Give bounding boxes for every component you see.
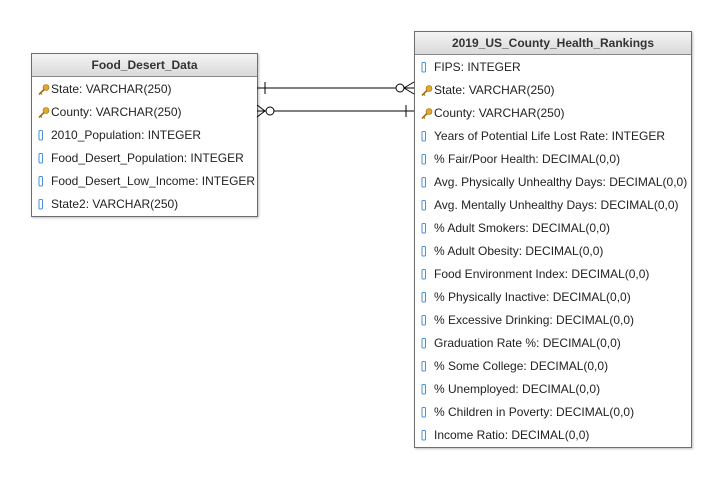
field-label: % Adult Obesity: DECIMAL(0,0) <box>434 244 604 258</box>
column-icon <box>421 240 433 263</box>
field-row[interactable]: County: VARCHAR(250) <box>415 102 691 125</box>
field-label: Food_Desert_Low_Income: INTEGER <box>51 174 256 188</box>
field-row[interactable]: Avg. Mentally Unhealthy Days: DECIMAL(0,… <box>415 194 691 217</box>
column-icon <box>38 170 50 193</box>
crowfoot-mark <box>256 110 266 118</box>
field-row[interactable]: State2: VARCHAR(250) <box>32 193 257 216</box>
field-row[interactable]: Income Ratio: DECIMAL(0,0) <box>415 424 691 447</box>
field-row[interactable]: % Adult Smokers: DECIMAL(0,0) <box>415 217 691 240</box>
column-icon <box>421 286 433 309</box>
crowfoot-mark <box>403 87 415 95</box>
column-icon <box>421 378 433 401</box>
entity-2019-us-county-health-rankings[interactable]: 2019_US_County_Health_Rankings FIPS: INT… <box>414 31 692 448</box>
crowfoot-mark <box>256 104 266 112</box>
field-row[interactable]: % Fair/Poor Health: DECIMAL(0,0) <box>415 148 691 171</box>
key-icon <box>421 102 433 125</box>
field-row[interactable]: Food_Desert_Population: INTEGER <box>32 147 257 170</box>
field-row[interactable]: State: VARCHAR(250) <box>415 79 691 102</box>
field-row[interactable]: % Adult Obesity: DECIMAL(0,0) <box>415 240 691 263</box>
column-icon <box>421 401 433 424</box>
field-row[interactable]: % Some College: DECIMAL(0,0) <box>415 355 691 378</box>
field-row[interactable]: Avg. Physically Unhealthy Days: DECIMAL(… <box>415 171 691 194</box>
entity-title: Food_Desert_Data <box>32 54 257 77</box>
field-row[interactable]: % Excessive Drinking: DECIMAL(0,0) <box>415 309 691 332</box>
key-icon <box>421 79 433 102</box>
field-label: Years of Potential Life Lost Rate: INTEG… <box>434 129 666 143</box>
field-label: Graduation Rate %: DECIMAL(0,0) <box>434 336 621 350</box>
field-label: % Fair/Poor Health: DECIMAL(0,0) <box>434 152 621 166</box>
key-icon <box>38 101 50 124</box>
field-label: FIPS: INTEGER <box>434 60 521 74</box>
column-icon <box>421 171 433 194</box>
field-label: State2: VARCHAR(250) <box>51 197 179 211</box>
field-label: % Adult Smokers: DECIMAL(0,0) <box>434 221 611 235</box>
field-label: % Unemployed: DECIMAL(0,0) <box>434 382 601 396</box>
field-label: State: VARCHAR(250) <box>51 82 172 96</box>
column-icon <box>421 194 433 217</box>
field-label: County: VARCHAR(250) <box>434 106 565 120</box>
column-icon <box>421 263 433 286</box>
field-row[interactable]: County: VARCHAR(250) <box>32 101 257 124</box>
field-label: % Children in Poverty: DECIMAL(0,0) <box>434 405 635 419</box>
field-row[interactable]: 2010_Population: INTEGER <box>32 124 257 147</box>
field-label: % Excessive Drinking: DECIMAL(0,0) <box>434 313 635 327</box>
cardinality-zero-mark <box>265 106 275 116</box>
column-icon <box>421 125 433 148</box>
field-row[interactable]: Years of Potential Life Lost Rate: INTEG… <box>415 125 691 148</box>
column-icon <box>421 309 433 332</box>
field-row[interactable]: % Children in Poverty: DECIMAL(0,0) <box>415 401 691 424</box>
field-row[interactable]: FIPS: INTEGER <box>415 56 691 79</box>
field-label: Avg. Mentally Unhealthy Days: DECIMAL(0,… <box>434 198 679 212</box>
column-icon <box>38 193 50 216</box>
field-row[interactable]: Graduation Rate %: DECIMAL(0,0) <box>415 332 691 355</box>
field-row[interactable]: Food_Desert_Low_Income: INTEGER <box>32 170 257 193</box>
column-icon <box>38 147 50 170</box>
field-label: Avg. Physically Unhealthy Days: DECIMAL(… <box>434 175 688 189</box>
field-row[interactable]: Food Environment Index: DECIMAL(0,0) <box>415 263 691 286</box>
field-label: Food Environment Index: DECIMAL(0,0) <box>434 267 650 281</box>
column-icon <box>421 148 433 171</box>
entity-title: 2019_US_County_Health_Rankings <box>415 32 691 55</box>
field-label: 2010_Population: INTEGER <box>51 128 202 142</box>
field-label: % Physically Inactive: DECIMAL(0,0) <box>434 290 631 304</box>
field-label: State: VARCHAR(250) <box>434 83 555 97</box>
column-icon <box>38 124 50 147</box>
field-label: Food_Desert_Population: INTEGER <box>51 151 244 165</box>
field-row[interactable]: % Physically Inactive: DECIMAL(0,0) <box>415 286 691 309</box>
cardinality-zero-mark <box>395 83 405 93</box>
field-label: % Some College: DECIMAL(0,0) <box>434 359 609 373</box>
column-icon <box>421 56 433 79</box>
crowfoot-mark <box>403 81 415 89</box>
column-icon <box>421 332 433 355</box>
entity-food-desert-data[interactable]: Food_Desert_Data State: VARCHAR(250) Coun… <box>31 53 258 217</box>
column-icon <box>421 217 433 240</box>
key-icon <box>38 78 50 101</box>
field-row[interactable]: % Unemployed: DECIMAL(0,0) <box>415 378 691 401</box>
column-icon <box>421 424 433 447</box>
field-row[interactable]: State: VARCHAR(250) <box>32 78 257 101</box>
column-icon <box>421 355 433 378</box>
field-label: County: VARCHAR(250) <box>51 105 182 119</box>
field-label: Income Ratio: DECIMAL(0,0) <box>434 428 590 442</box>
